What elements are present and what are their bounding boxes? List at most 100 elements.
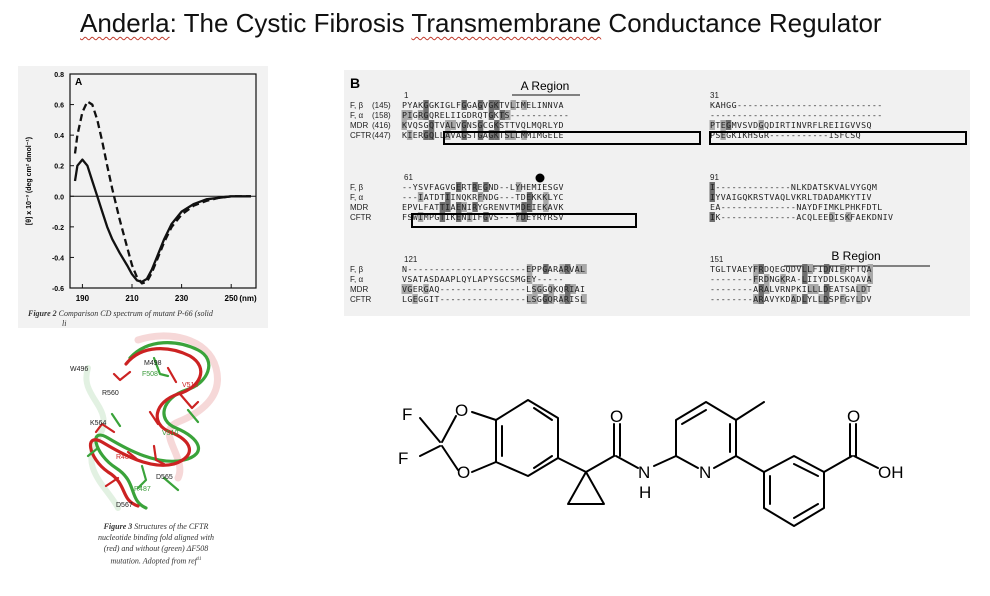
figure3-caption-l1: Structures of the CFTR bbox=[134, 522, 208, 531]
slide-title: Anderla: The Cystic Fibrosis Transmembra… bbox=[80, 8, 882, 39]
bond-acid-oh bbox=[854, 456, 878, 468]
figure2-caption-bold: Figure 2 bbox=[28, 309, 57, 318]
atom-f1: F bbox=[402, 405, 412, 424]
seq-left-text: LGEGGIT----------------LSGGQRARISL bbox=[402, 294, 585, 304]
seq-row-name: F, α bbox=[350, 111, 363, 120]
seq-left-text: ---IATDTIINQKRFNDG---TDEKKKLYC bbox=[402, 192, 564, 202]
seq-left-text: VGERGAQ----------------LSGGQKQRIAI bbox=[402, 284, 585, 294]
seq-right-text: KAHGG--------------------------- bbox=[710, 100, 883, 110]
seq-left-text: N----------------------EPPGARARVAL bbox=[402, 264, 585, 274]
title-transmembrane: Transmembrane bbox=[411, 8, 601, 38]
seq-right-text: -------------------------------- bbox=[710, 110, 883, 120]
seq-left-text: EPVLFATTIAENIRYGRENVTMDEIEKAVK bbox=[402, 202, 564, 212]
bond-o2-ring bbox=[472, 462, 496, 472]
x-axis-label: (nm) bbox=[239, 294, 257, 303]
y-tick-label: -0.6 bbox=[52, 286, 64, 293]
y-axis-label: [θ] x 10⁻³ (deg cm² dmol⁻¹) bbox=[26, 137, 33, 225]
seq-row-number: (145) bbox=[372, 101, 391, 110]
bond-n-pyridine bbox=[654, 456, 676, 466]
y-tick-label: 0.6 bbox=[54, 103, 64, 110]
series-dashed-line bbox=[75, 102, 251, 284]
residue-label-r487-red: R487 bbox=[116, 454, 133, 461]
bond-ring-cooh bbox=[824, 456, 852, 472]
y-tick-label: 0.8 bbox=[54, 72, 64, 79]
x-tick-label: 250 bbox=[225, 294, 239, 303]
pyridine-ring bbox=[676, 402, 736, 468]
title-end: Conductance Regulator bbox=[601, 8, 881, 38]
bond-c-o1 bbox=[442, 416, 456, 442]
figure3-caption-l3: (red) and without (green) ΔF508 bbox=[58, 543, 254, 554]
bond-o1-ring bbox=[472, 412, 496, 420]
seq-right-text: I--------------NLKDATSKVALVYGQM bbox=[710, 182, 877, 192]
bond-f1-c bbox=[420, 418, 440, 442]
seq-row-name: F, α bbox=[350, 275, 363, 284]
atom-o-carbonyl: O bbox=[610, 407, 623, 426]
block-start-left: 61 bbox=[404, 173, 413, 182]
block-start-right: 91 bbox=[710, 173, 719, 182]
region-b-label: B Region bbox=[831, 249, 880, 263]
seq-row-number: (416) bbox=[372, 121, 391, 130]
y-tick-label: 0.0 bbox=[54, 194, 64, 201]
figure3-caption-sup: 11 bbox=[197, 557, 202, 562]
block-start-left: 1 bbox=[404, 91, 409, 100]
block-start-right: 31 bbox=[710, 91, 719, 100]
title-mid: : The Cystic Fibrosis bbox=[170, 8, 412, 38]
block-start-right: 151 bbox=[710, 255, 724, 264]
residue-label-v510-green: V510 bbox=[162, 430, 178, 437]
pyridine-ring-inner bbox=[682, 410, 730, 452]
protein-backbone-render bbox=[58, 328, 254, 518]
residue-label-r560: R560 bbox=[102, 390, 119, 397]
seq-left-text: VSATASDAAPLQYLAPYSGCSMGEY----- bbox=[402, 274, 564, 284]
seq-left-text: PIGRGQRELIIGDRQTGKTS----------- bbox=[402, 110, 569, 120]
atom-oh-acid: OH bbox=[878, 463, 904, 482]
residue-label-v510-red: V510 bbox=[182, 382, 198, 389]
y-tick-label: -0.4 bbox=[52, 255, 64, 262]
y-tick-label: -0.2 bbox=[52, 225, 64, 232]
residue-label-w496: W496 bbox=[70, 366, 88, 373]
panel-label-b: B bbox=[350, 75, 360, 91]
benzene-ring-1 bbox=[496, 400, 558, 476]
seq-row-name: MDR bbox=[350, 285, 368, 294]
benzene-ring-1-inner bbox=[502, 408, 552, 468]
seq-left-text: PYAKGGKIGLFGGAGVGKTVLIMELINNVA bbox=[402, 100, 564, 110]
seq-right-text: PTEGMVSVDGQDIRTINVRFLREIIGVVSQ bbox=[710, 120, 872, 130]
figure2-caption-text: Comparison CD spectrum of mutant P-66 (s… bbox=[59, 309, 213, 318]
bond-c-o2 bbox=[442, 446, 458, 470]
seq-row-name: F, β bbox=[350, 265, 363, 274]
seq-right-text: --------ARAVYKDADLYLLDSPFGYLDV bbox=[710, 294, 872, 304]
x-tick-label: 230 bbox=[175, 294, 189, 303]
figure2-caption-line2: li bbox=[62, 319, 66, 328]
seq-left-text: KVQSGQTVALVGNSGCGKSTTVQLMQRLYD bbox=[402, 120, 564, 130]
seq-right-text: EA--------------NAYDFIMKLPHKFDTL bbox=[710, 202, 883, 212]
bond-acid-o-double bbox=[850, 424, 856, 456]
benzene-ring-2-inner bbox=[770, 464, 818, 518]
seq-row-name: MDR bbox=[350, 121, 368, 130]
plot-frame bbox=[70, 74, 256, 288]
figure3-caption-bold: Figure 3 bbox=[104, 522, 133, 531]
figure3-caption: Figure 3 Structures of the CFTR nucleoti… bbox=[58, 521, 254, 567]
residue-label-d565: D565 bbox=[156, 474, 173, 481]
ghost-ribbon-2 bbox=[86, 368, 118, 508]
seq-right-text: --------FRDNGKRA-LIIYDDLSKQAVA bbox=[710, 274, 872, 284]
seq-row-name: MDR bbox=[350, 203, 368, 212]
panel-label-a: A bbox=[75, 77, 82, 88]
series-solid-line bbox=[75, 160, 251, 282]
atom-o-acid: O bbox=[847, 407, 860, 426]
pyridine-ring-close bbox=[676, 456, 698, 468]
atom-h-amide: H bbox=[639, 483, 651, 502]
benzene-ring-2 bbox=[764, 456, 824, 526]
figure3-caption-l2: nucleotide binding fold aligned with bbox=[58, 532, 254, 543]
figure3-caption-l4: mutation. Adopted from ref bbox=[110, 557, 196, 566]
seq-row-name: F, α bbox=[350, 193, 363, 202]
y-tick-label: 0.4 bbox=[54, 133, 64, 140]
atom-n-pyridine: N bbox=[699, 463, 711, 482]
residue-label-k564: K564 bbox=[90, 420, 106, 427]
bond-carbonyl-o bbox=[614, 424, 620, 456]
block-start-left: 121 bbox=[404, 255, 418, 264]
x-tick-label: 190 bbox=[76, 294, 90, 303]
bond-py-phenyl bbox=[736, 456, 764, 472]
seq-row-name: F, β bbox=[350, 183, 363, 192]
y-tick-label: 0.2 bbox=[54, 164, 64, 171]
region-a-label: A Region bbox=[521, 79, 570, 93]
residue-label-d567: D567 bbox=[116, 502, 133, 509]
